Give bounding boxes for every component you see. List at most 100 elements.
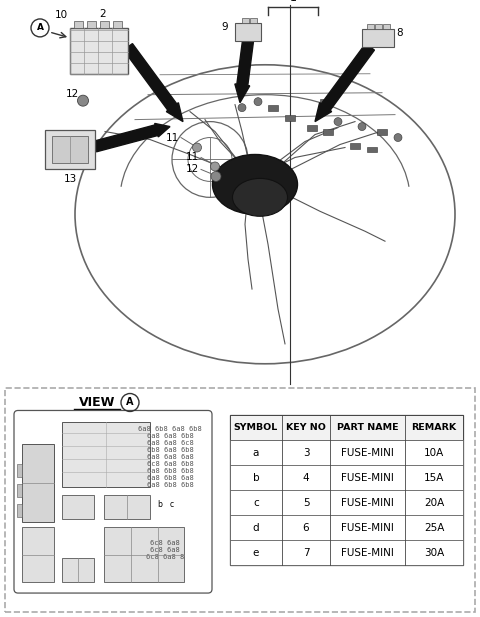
Text: a: a (253, 448, 259, 458)
Bar (113, 21, 122, 28)
Text: c: c (170, 500, 174, 509)
Circle shape (211, 172, 221, 181)
Text: 20A: 20A (424, 498, 444, 508)
Text: 4: 4 (303, 473, 309, 483)
Bar (230, 441, 463, 465)
Text: PART NAME: PART NAME (336, 423, 398, 433)
Circle shape (334, 118, 342, 126)
Text: SYMBOL: SYMBOL (234, 423, 278, 433)
FancyArrow shape (235, 40, 253, 102)
Text: KEY NO: KEY NO (286, 423, 326, 433)
Bar (235, 23, 261, 41)
Text: 6a8 6a8 6b8: 6a8 6a8 6b8 (146, 433, 193, 439)
Text: 6a8 6b8 6b8: 6a8 6b8 6b8 (146, 482, 193, 488)
Text: A: A (36, 23, 44, 33)
Text: 6: 6 (303, 523, 309, 532)
Text: 5: 5 (303, 498, 309, 508)
Bar (62, 423, 150, 487)
Text: FUSE-MINI: FUSE-MINI (341, 548, 394, 558)
Text: 10A: 10A (424, 448, 444, 458)
Text: d: d (252, 523, 259, 532)
Circle shape (254, 97, 262, 106)
Bar (230, 491, 463, 515)
Circle shape (211, 162, 219, 171)
Bar (230, 515, 463, 540)
FancyArrow shape (94, 123, 170, 152)
Bar (367, 24, 374, 29)
Ellipse shape (232, 178, 288, 217)
Text: REMARK: REMARK (411, 423, 456, 433)
Text: 11: 11 (185, 152, 199, 162)
FancyArrow shape (315, 44, 374, 122)
Bar (62, 558, 94, 582)
Text: 9: 9 (221, 22, 228, 32)
Circle shape (358, 123, 366, 131)
Text: VIEW: VIEW (79, 396, 115, 409)
Bar (362, 29, 394, 47)
Bar (70, 28, 128, 74)
Text: 12: 12 (65, 89, 79, 99)
Text: 8: 8 (396, 28, 403, 38)
Circle shape (238, 104, 246, 112)
Text: 6a8 6a8 6c8: 6a8 6a8 6c8 (146, 441, 193, 447)
Text: 25A: 25A (424, 523, 444, 532)
Text: A: A (126, 397, 134, 407)
Bar (242, 18, 249, 23)
Text: 3: 3 (303, 448, 309, 458)
Bar (230, 465, 463, 491)
Bar (375, 24, 382, 29)
Text: 6c8 6a8: 6c8 6a8 (150, 540, 180, 546)
Text: FUSE-MINI: FUSE-MINI (341, 448, 394, 458)
Circle shape (394, 133, 402, 141)
Bar (250, 18, 257, 23)
Bar (17, 465, 22, 478)
Text: b: b (157, 500, 162, 509)
Text: 1: 1 (289, 0, 297, 3)
Bar (350, 143, 360, 149)
Bar (104, 527, 184, 582)
Text: 13: 13 (63, 175, 77, 184)
Bar (52, 136, 88, 164)
Bar (74, 21, 83, 28)
Bar (377, 128, 387, 135)
Text: b: b (252, 473, 259, 483)
Circle shape (77, 95, 88, 106)
Bar (87, 21, 96, 28)
Text: 6c8 6a8: 6c8 6a8 (150, 547, 180, 553)
Bar (230, 540, 463, 565)
Text: 6c8 6a8 8: 6c8 6a8 8 (146, 554, 184, 560)
Bar (285, 115, 295, 120)
Bar (268, 105, 278, 110)
FancyArrow shape (123, 44, 183, 122)
Bar (45, 130, 95, 170)
Bar (22, 527, 54, 582)
Text: 6a8 6a8 6a8: 6a8 6a8 6a8 (146, 454, 193, 460)
Bar (230, 415, 463, 441)
Bar (230, 415, 463, 565)
Bar (104, 495, 150, 520)
Text: 2: 2 (100, 9, 106, 19)
Text: 6c8 6a8 6b8: 6c8 6a8 6b8 (146, 462, 193, 467)
Text: 30A: 30A (424, 548, 444, 558)
Bar (367, 146, 377, 152)
Ellipse shape (213, 154, 298, 214)
Text: 7: 7 (303, 548, 309, 558)
Bar (323, 128, 333, 135)
Text: 11: 11 (166, 133, 179, 143)
Bar (383, 24, 390, 29)
Bar (17, 504, 22, 517)
Text: 10: 10 (55, 10, 68, 20)
Bar (100, 21, 109, 28)
Bar (17, 484, 22, 497)
Bar (320, 99, 330, 105)
Text: 12: 12 (185, 165, 199, 175)
Circle shape (192, 143, 202, 152)
Text: 6a8 6b8 6a8: 6a8 6b8 6a8 (146, 475, 193, 481)
Text: c: c (253, 498, 259, 508)
Text: FUSE-MINI: FUSE-MINI (341, 523, 394, 532)
Text: 6a8 6b8 6a8 6b8: 6a8 6b8 6a8 6b8 (138, 426, 202, 433)
Text: 6b8 6a8 6b8: 6b8 6a8 6b8 (146, 447, 193, 453)
Bar (22, 444, 54, 522)
Text: FUSE-MINI: FUSE-MINI (341, 473, 394, 483)
Text: e: e (253, 548, 259, 558)
